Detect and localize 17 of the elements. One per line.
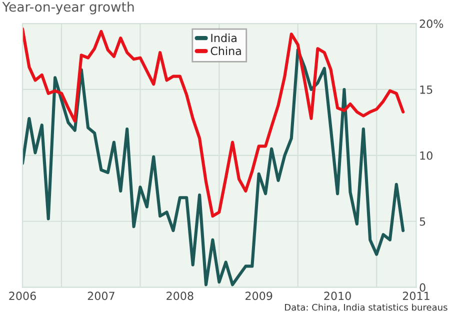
line-series <box>22 27 405 218</box>
chart-title: Year-on-year growth <box>2 2 134 14</box>
y-tick-label: 15 <box>420 86 432 94</box>
legend-label: India <box>211 34 236 42</box>
y-tick-label: 5 <box>420 217 426 226</box>
x-tick-label: 2010 <box>324 292 351 300</box>
y-tick-label: 0 <box>420 283 426 292</box>
x-tick-label: 2009 <box>246 292 272 300</box>
text: Data: China, India statistics bureaus <box>285 304 448 312</box>
x-tick-label: 2008 <box>166 292 194 300</box>
legend-label: China <box>210 46 241 56</box>
y-tick-label: 10 <box>420 151 432 160</box>
line-series <box>22 48 405 286</box>
x-tick-label: 2006 <box>9 292 36 300</box>
x-tick-label: 2011 <box>402 292 430 300</box>
x-tick-label: 2007 <box>88 292 114 300</box>
y-tick-label: 20% <box>420 20 444 28</box>
